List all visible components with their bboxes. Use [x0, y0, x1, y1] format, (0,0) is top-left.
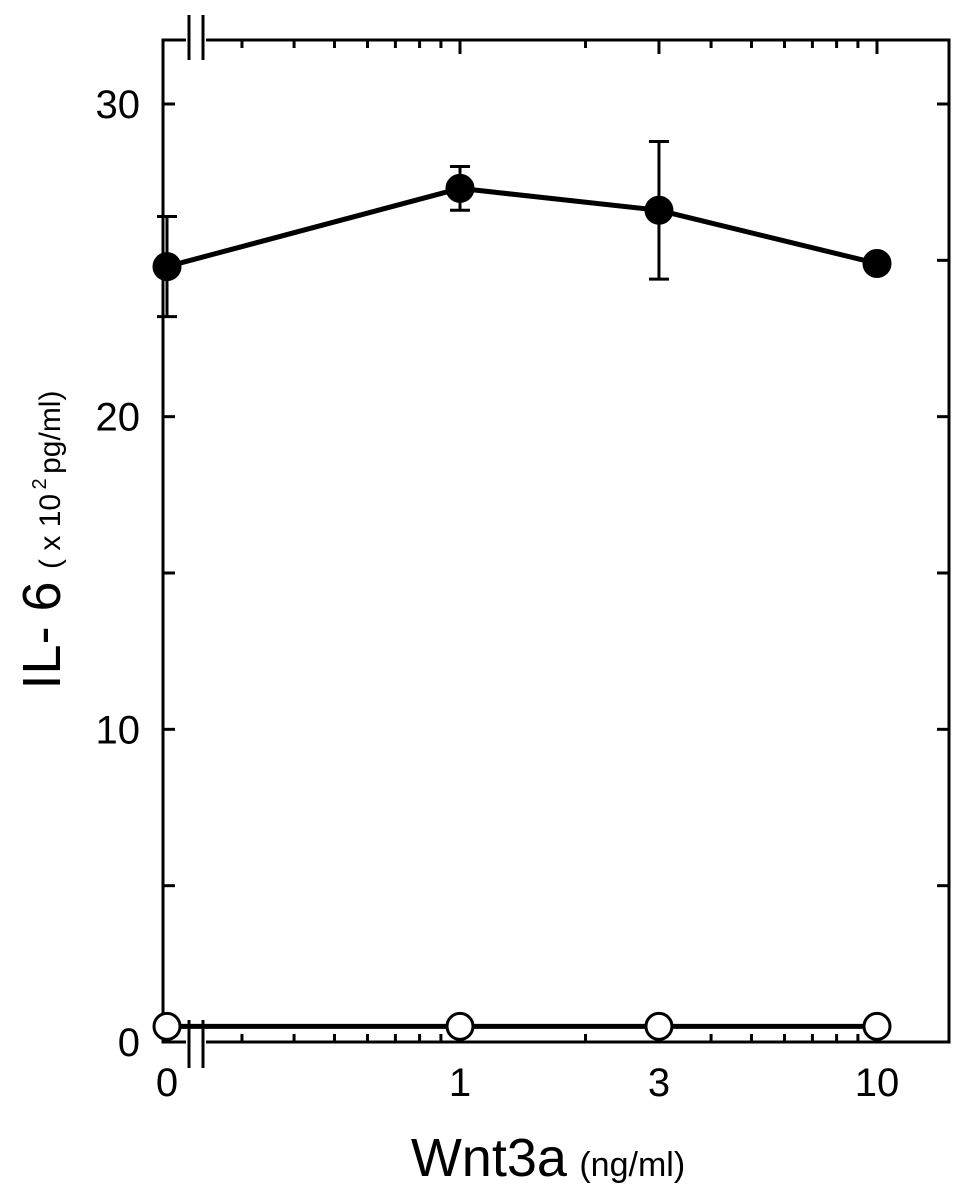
- tick-labels: 0 10 20 30 0 1 3 10: [96, 83, 900, 1105]
- x-axis-label: Wnt3a (ng/ml): [411, 1128, 685, 1188]
- data-point-open: [152, 1011, 182, 1041]
- y-axis-label-exponent: 2: [29, 478, 51, 489]
- y-axis-label: IL- 6 ( x 10 2 pg/ml): [12, 391, 72, 690]
- data-point-filled: [152, 252, 182, 282]
- series-0-line: [166, 185, 878, 270]
- x-tick-label: 10: [855, 1061, 900, 1105]
- data-point-filled: [644, 195, 674, 225]
- y-axis-label-open: ( x 10: [34, 494, 67, 569]
- data-point-open: [862, 1011, 892, 1041]
- data-point-filled: [862, 248, 892, 278]
- data-point-open: [644, 1011, 674, 1041]
- y-tick-label: 20: [96, 396, 141, 440]
- y-axis-label-unit: pg/ml): [34, 391, 67, 474]
- x-axis-label-main: Wnt3a: [411, 1128, 568, 1188]
- x-tick-label: 3: [648, 1061, 670, 1105]
- y-axis-label-main: IL- 6: [12, 581, 72, 689]
- y-tick-label: 10: [96, 708, 141, 752]
- x-tick-label: 1: [449, 1061, 471, 1105]
- x-axis-label-unit: (ng/ml): [579, 1146, 685, 1184]
- svg-text:IL- 6 ( x 10 2: IL- 6 ( x 10 2 pg/ml): [12, 391, 72, 690]
- axis-ticks: [163, 40, 949, 1042]
- data-marks: [152, 140, 892, 1041]
- x-tick-label: 0: [156, 1061, 178, 1105]
- data-point-filled: [445, 173, 475, 203]
- y-tick-label: 30: [96, 83, 141, 127]
- data-point-open: [445, 1011, 475, 1041]
- y-tick-label: 0: [118, 1021, 140, 1065]
- plot-frame: [161, 38, 951, 1044]
- y-axis-break-top: [186, 15, 206, 60]
